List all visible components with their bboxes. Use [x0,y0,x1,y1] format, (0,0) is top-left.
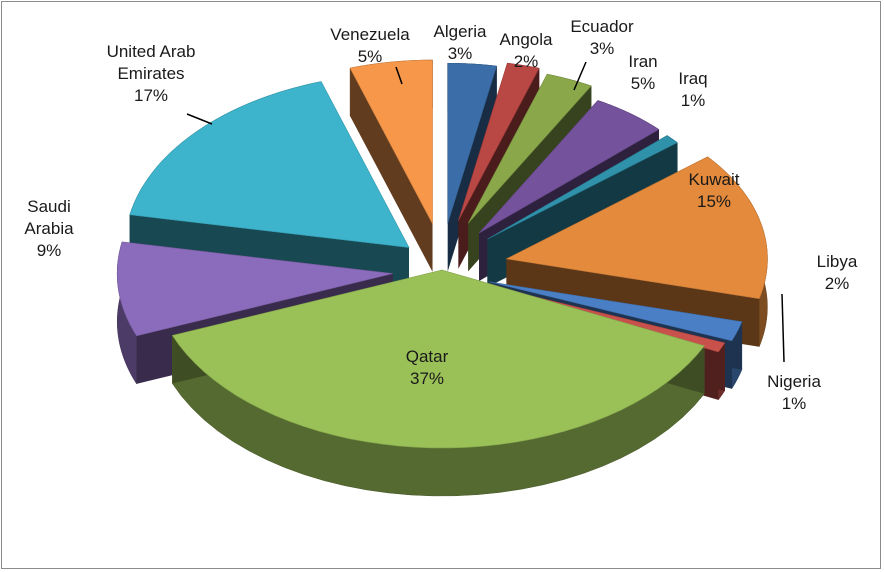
label-ecuador: Ecuador 3% [570,17,634,58]
value-label-libya: 2% [825,274,850,293]
category-label-saudi-arabia: Saudi [27,197,70,216]
label-nigeria: Nigeria 1% [767,372,821,413]
value-label-qatar: 37% [410,369,444,388]
slice-labels: Algeria 3% Angola 2% Ecuador 3% Iran 5% Iraq 1% Ku… [24,17,857,413]
value-label-iraq: 1% [681,91,706,110]
slice-top-united-arab-emirates [129,81,410,248]
category-label-nigeria: Nigeria [767,372,821,391]
label-saudi-arabia: Saudi Arabia 9% [24,197,74,260]
category-label-united-arab-emirates: Emirates [117,64,184,83]
slice-top-kuwait [505,156,768,300]
category-label-angola: Angola [500,30,553,49]
category-label-algeria: Algeria [434,22,487,41]
value-label-united-arab-emirates: 17% [134,86,168,105]
category-label-saudi-arabia: Arabia [24,219,74,238]
value-label-angola: 2% [514,52,539,71]
label-iraq: Iraq 1% [678,69,707,110]
category-label-ecuador: Ecuador [570,17,634,36]
label-angola: Angola 2% [500,30,553,71]
label-venezuela: Venezuela 5% [330,25,410,66]
category-label-united-arab-emirates: United Arab [107,42,196,61]
value-label-kuwait: 15% [697,192,731,211]
label-algeria: Algeria 3% [434,22,487,63]
slice-top-libya [489,281,743,342]
value-label-saudi-arabia: 9% [37,241,62,260]
leader-united-arab-emirates [186,113,213,125]
value-label-nigeria: 1% [782,394,807,413]
value-label-venezuela: 5% [358,47,383,66]
label-kuwait: Kuwait 15% [688,170,739,211]
slice-top-algeria [447,63,497,224]
value-label-iran: 5% [631,74,656,93]
slice-top-iraq [487,135,678,240]
category-label-venezuela: Venezuela [330,25,410,44]
category-label-iraq: Iraq [678,69,707,88]
slice-top-qatar [171,269,705,449]
slice-top-saudi-arabia [116,241,393,337]
label-qatar: Qatar 37% [406,347,449,388]
slice-top-iran [478,100,660,234]
category-label-qatar: Qatar [406,347,449,366]
value-label-algeria: 3% [448,44,473,63]
label-united-arab-emirates: United Arab Emirates 17% [107,42,196,105]
label-libya: Libya 2% [817,252,858,293]
category-label-kuwait: Kuwait [688,170,739,189]
slice-wall-venezuela [350,68,433,272]
leader-ecuador [573,61,587,91]
category-label-libya: Libya [817,252,858,271]
value-label-ecuador: 3% [590,39,615,58]
leader-lines [186,61,785,363]
leader-nigeria [781,293,785,363]
slice-top-ecuador [467,73,592,224]
category-label-iran: Iran [628,52,657,71]
slice-tops [116,59,768,449]
label-iran: Iran 5% [628,52,657,93]
leader-venezuela [395,66,403,85]
slice-top-venezuela [349,59,433,224]
slice-top-angola [458,62,540,221]
